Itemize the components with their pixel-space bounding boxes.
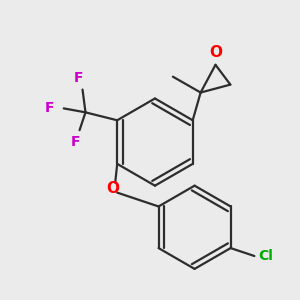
Text: F: F — [74, 70, 83, 85]
Text: F: F — [71, 135, 80, 149]
Text: F: F — [44, 101, 54, 116]
Text: Cl: Cl — [258, 249, 273, 263]
Text: O: O — [209, 45, 222, 60]
Text: O: O — [107, 181, 120, 196]
